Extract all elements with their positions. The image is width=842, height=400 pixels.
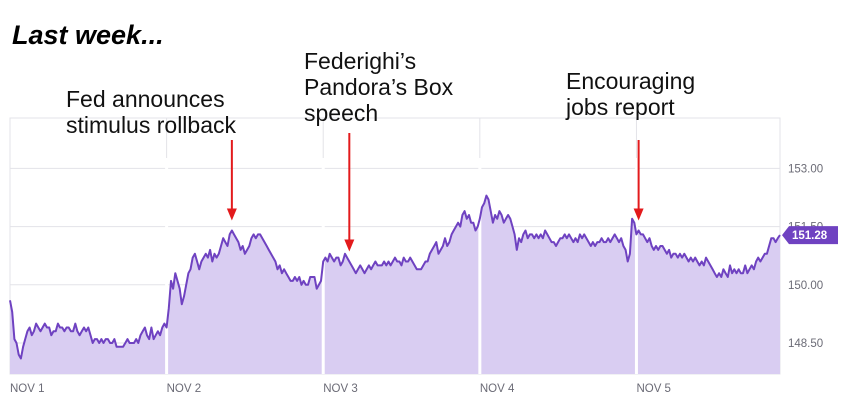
annotation-jobs: Encouraging jobs report [566, 68, 696, 120]
x-tick-label: NOV 3 [323, 383, 358, 395]
x-axis-ticks: NOV 1 NOV 2 NOV 3 NOV 4 NOV 5 [10, 383, 671, 395]
annotation-arrowhead [226, 208, 237, 221]
annotation-fed: Fed announces stimulus rollback [66, 86, 236, 138]
annotation-arrows [226, 133, 644, 252]
last-price-label: 151.28 [792, 230, 828, 242]
annotation-arrowhead [633, 208, 644, 221]
x-tick-label: NOV 1 [10, 383, 45, 395]
x-tick-label: NOV 5 [636, 383, 671, 395]
last-price-badge-bg [782, 226, 838, 245]
y-tick-label: 148.50 [788, 338, 823, 350]
x-tick-label: NOV 2 [167, 383, 202, 395]
annotation-federighi: Federighi’s Pandora’s Box speech [304, 48, 454, 126]
x-tick-label: NOV 4 [480, 383, 515, 395]
y-tick-label: 153.00 [788, 163, 823, 175]
annotation-arrowhead [344, 239, 355, 252]
price-line [9, 194, 781, 360]
last-price-badge: 151.28 [782, 226, 838, 245]
heading: Last week... [12, 20, 164, 50]
y-tick-label: 150.00 [788, 280, 823, 292]
